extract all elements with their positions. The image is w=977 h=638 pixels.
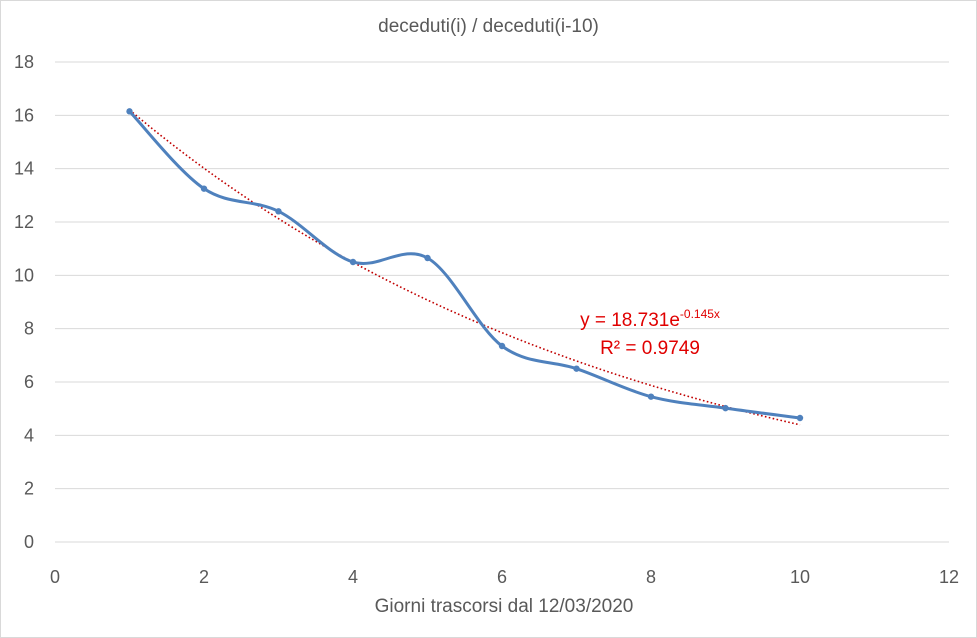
x-tick-labels: 0 2 4 6 8 10 12 bbox=[50, 567, 959, 587]
y-tick-label: 0 bbox=[24, 532, 34, 552]
data-point-3 bbox=[275, 208, 282, 215]
trendline-equation: y = 18.731e-0.145x R² = 0.9749 bbox=[520, 300, 780, 363]
x-axis-title: Giorni trascorsi dal 12/03/2020 bbox=[374, 596, 634, 617]
y-tick-label: 14 bbox=[14, 159, 34, 179]
x-tick-label: 10 bbox=[790, 567, 810, 587]
data-point-5 bbox=[424, 254, 431, 262]
y-tick-label: 4 bbox=[24, 425, 34, 445]
x-tick-label: 2 bbox=[199, 567, 209, 587]
gridlines bbox=[55, 61, 949, 543]
series-line bbox=[128, 110, 801, 420]
r-squared: R² = 0.9749 bbox=[600, 338, 700, 359]
data-point-6 bbox=[498, 342, 506, 350]
x-tick-label: 4 bbox=[348, 567, 358, 587]
x-tick-label: 6 bbox=[497, 567, 507, 587]
y-tick-label: 10 bbox=[14, 265, 34, 285]
x-tick-label: 12 bbox=[939, 567, 959, 587]
x-tick-label: 8 bbox=[646, 567, 656, 587]
x-tick-label: 0 bbox=[50, 567, 60, 587]
equation-base: y = 18.731e bbox=[580, 310, 680, 331]
series-markers bbox=[126, 108, 804, 422]
y-tick-labels: 0 2 4 6 8 10 12 14 16 18 bbox=[14, 52, 34, 552]
data-point-4 bbox=[349, 258, 357, 266]
data-point-2 bbox=[200, 185, 208, 192]
data-point-9 bbox=[722, 404, 729, 412]
y-tick-label: 12 bbox=[14, 212, 34, 232]
y-tick-label: 8 bbox=[24, 319, 34, 339]
chart-title: deceduti(i) / deceduti(i-10) bbox=[378, 16, 599, 37]
data-point-8 bbox=[647, 393, 655, 400]
equation-exponent: -0.145x bbox=[679, 307, 720, 321]
data-point-1 bbox=[126, 108, 133, 115]
trendline bbox=[128, 109, 801, 426]
data-point-10 bbox=[796, 414, 804, 422]
y-tick-label: 2 bbox=[24, 479, 34, 499]
y-tick-label: 16 bbox=[14, 105, 34, 125]
data-point-7 bbox=[573, 365, 580, 372]
y-tick-label: 6 bbox=[24, 372, 34, 392]
y-tick-label: 18 bbox=[14, 52, 34, 72]
